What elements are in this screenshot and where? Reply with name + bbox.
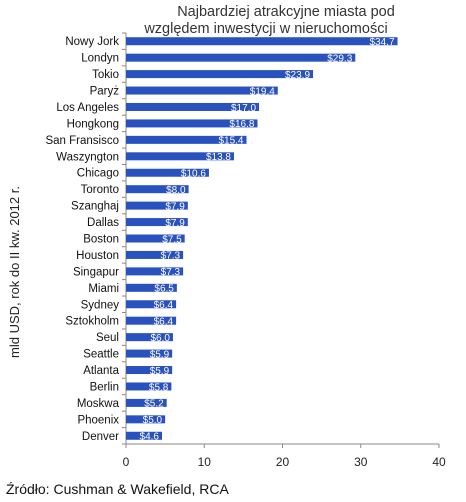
bar [126, 201, 188, 210]
bar [126, 185, 189, 194]
bar [126, 415, 166, 424]
bar [126, 234, 185, 243]
chart-title-line-1: Najbardziej atrakcyjne miasta pod [177, 4, 395, 20]
data-label: $29.3 [327, 53, 352, 64]
bar [126, 300, 177, 309]
category-label: Moskwa [77, 398, 120, 410]
bar [126, 53, 356, 62]
category-label: Londyn [81, 53, 119, 65]
category-label: Hongkong [67, 118, 119, 130]
bar [126, 366, 173, 375]
category-label: Dallas [87, 217, 119, 229]
bar [126, 152, 234, 161]
bar [126, 349, 173, 358]
category-label: Sztokholm [65, 316, 119, 328]
data-label: $16.8 [229, 119, 254, 130]
category-label: Singapur [73, 266, 119, 278]
category-label: Sydney [81, 299, 120, 311]
category-label: Seattle [83, 349, 119, 361]
data-label: $7.3 [161, 251, 181, 262]
category-label: Waszyngton [56, 151, 119, 163]
data-label: $23.9 [285, 70, 310, 81]
bar [126, 37, 398, 46]
category-label: Nowy Jork [65, 36, 119, 48]
x-tick-label: 30 [354, 455, 368, 469]
bar [126, 218, 188, 227]
data-label: $34.7 [369, 37, 394, 48]
data-label: $17.0 [231, 103, 256, 114]
category-label: Tokio [92, 69, 119, 81]
bar [126, 283, 177, 292]
bar [126, 70, 314, 79]
category-label: Berlin [90, 381, 119, 393]
category-label: Boston [83, 234, 119, 246]
category-label: Los Angeles [56, 102, 119, 114]
bar [126, 431, 162, 440]
category-label: Houston [76, 250, 119, 262]
category-label: San Fransisco [45, 135, 119, 147]
x-tick-label: 20 [276, 455, 290, 469]
data-label: $13.8 [206, 152, 231, 163]
category-label: Miami [88, 283, 119, 295]
category-label: Szanghaj [71, 201, 119, 213]
bar [126, 86, 278, 95]
source-note: Źródło: Cushman & Wakefield, RCA [6, 481, 229, 497]
bar [126, 316, 177, 325]
data-label: $7.9 [165, 201, 185, 212]
data-label: $10.6 [181, 169, 206, 180]
data-label: $8.0 [166, 185, 186, 196]
bar [126, 119, 258, 128]
x-tick-label: 40 [432, 455, 446, 469]
data-label: $6.4 [154, 300, 174, 311]
bar [126, 102, 260, 111]
plot-area: 0 10 20 30 40 Nowy Jork $34.7 Londyn $29.3 Tokio $… [45, 32, 446, 469]
data-label: $7.9 [165, 218, 185, 229]
category-label: Seul [96, 332, 119, 344]
bar [126, 382, 172, 391]
bar [126, 267, 184, 276]
x-tick-label: 10 [198, 455, 212, 469]
category-label: Toronto [81, 184, 119, 196]
data-label: $19.4 [250, 86, 275, 97]
data-label: $6.0 [150, 333, 170, 344]
bar [126, 333, 173, 342]
bar [126, 398, 167, 407]
data-label: $5.9 [150, 366, 170, 377]
data-label: $7.5 [162, 234, 182, 245]
bar [126, 135, 247, 144]
bar [126, 250, 184, 259]
data-label: $5.0 [143, 415, 163, 426]
category-label: Phoenix [77, 414, 119, 426]
bar [126, 168, 209, 177]
category-label: Denver [82, 431, 119, 443]
data-label: $6.4 [154, 317, 174, 328]
data-label: $5.2 [144, 399, 164, 410]
data-label: $7.3 [161, 267, 181, 278]
data-label: $6.5 [154, 284, 174, 295]
y-axis-label: mld USD, rok do II kw. 2012 r. [7, 186, 22, 358]
category-label: Atlanta [83, 365, 119, 377]
data-label: $5.9 [150, 349, 170, 360]
chart-title-line-2: względem inwestycji w nieruchomości [143, 21, 387, 37]
data-label: $4.6 [140, 432, 160, 443]
data-label: $15.4 [218, 136, 243, 147]
category-label: Paryż [90, 86, 120, 98]
category-label: Chicago [77, 168, 119, 180]
data-label: $5.8 [149, 382, 169, 393]
x-tick-label: 0 [123, 455, 130, 469]
